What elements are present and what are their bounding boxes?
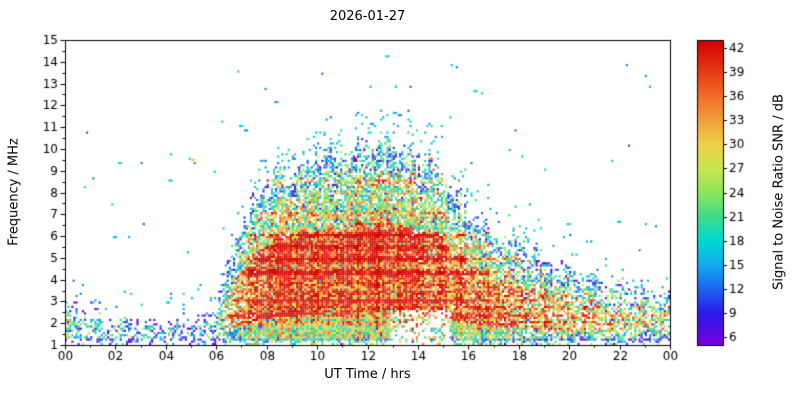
- x-axis-label: UT Time / hrs: [324, 367, 411, 382]
- colorbar-label: Signal to Noise Ratio SNR / dB: [771, 94, 787, 290]
- chart-title: 2026-01-27: [329, 9, 406, 24]
- y-axis-label: Frequency / MHz: [6, 138, 22, 246]
